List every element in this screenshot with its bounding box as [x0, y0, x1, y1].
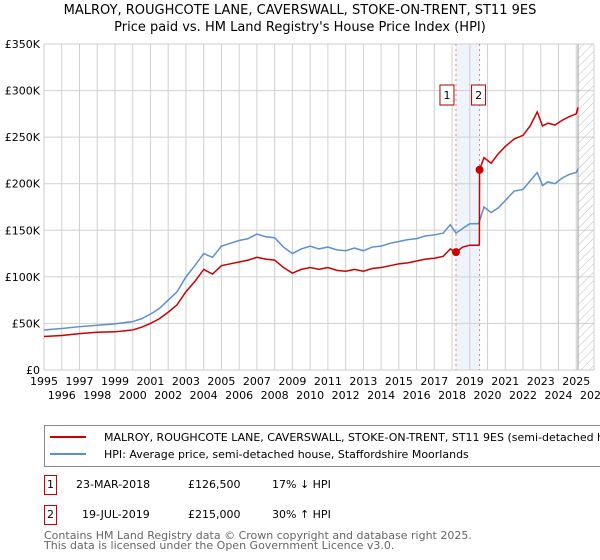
x-tick-label: 2002: [154, 389, 182, 402]
footer: Contains HM Land Registry data © Crown c…: [44, 529, 472, 552]
legend-property: MALROY, ROUGHCOTE LANE, CAVERSWALL, STOK…: [104, 430, 600, 444]
chart-title: MALROY, ROUGHCOTE LANE, CAVERSWALL, STOK…: [63, 3, 537, 18]
sale-label: 1: [443, 89, 450, 102]
x-tick-label: 1999: [101, 375, 129, 388]
legend-red-line: [50, 436, 86, 438]
x-tick-label: 2008: [261, 389, 289, 402]
sale-price: £126,500: [188, 478, 241, 491]
x-tick-label: 2022: [509, 389, 537, 402]
sale-badge: 1: [44, 475, 57, 495]
x-tick-label: 2026: [580, 389, 600, 402]
chart-subtitle: Price paid vs. HM Land Registry's House …: [114, 20, 486, 35]
legend: MALROY, ROUGHCOTE LANE, CAVERSWALL, STOK…: [44, 425, 600, 467]
sale-label-box: [471, 84, 487, 106]
x-tick-label: 2012: [332, 389, 360, 402]
sale-hpi: 17% ↓ HPI: [272, 478, 331, 491]
x-tick-label: 2015: [385, 375, 413, 388]
x-tick-label: 2013: [349, 375, 377, 388]
sale-label: 2: [475, 89, 482, 102]
x-tick-label: 1995: [30, 375, 58, 388]
x-tick-label: 2024: [545, 389, 573, 402]
legend-hpi: HPI: Average price, semi-detached house,…: [104, 447, 469, 461]
x-tick-label: 2014: [367, 389, 395, 402]
sale-badge: 2: [44, 505, 57, 525]
x-tick-label: 2020: [474, 389, 502, 402]
x-tick-label: 2016: [403, 389, 431, 402]
x-tick-label: 2001: [136, 375, 164, 388]
x-tick-label: 2006: [225, 389, 253, 402]
x-tick-label: 2000: [119, 389, 147, 402]
series-line: [43, 107, 579, 338]
forecast-hatch: [578, 44, 594, 370]
x-tick-label: 2018: [438, 389, 466, 402]
sale-date: 19-JUL-2019: [82, 508, 150, 521]
y-tick-label: £150K: [5, 224, 41, 237]
sale-price: £215,000: [188, 508, 241, 521]
sale-period-band: [455, 44, 480, 370]
x-tick-label: 2004: [190, 389, 218, 402]
x-tick-label: 2007: [243, 375, 271, 388]
x-tick-label: 2021: [491, 375, 519, 388]
x-tick-label: 2023: [527, 375, 555, 388]
series-line: [43, 168, 579, 331]
x-tick-label: 2017: [420, 375, 448, 388]
y-tick-label: £250K: [5, 131, 41, 144]
x-tick-label: 2003: [172, 375, 200, 388]
x-tick-label: 2009: [278, 375, 306, 388]
y-tick-label: £0: [26, 364, 40, 377]
y-tick-label: £100K: [5, 271, 41, 284]
footer-copyright: Contains HM Land Registry data © Crown c…: [44, 529, 472, 542]
x-tick-label: 2019: [456, 375, 484, 388]
x-tick-label: 1997: [65, 375, 93, 388]
sale-point: [475, 165, 484, 174]
x-tick-label: 1996: [48, 389, 76, 402]
x-tick-label: 2010: [296, 389, 324, 402]
sale-date: 23-MAR-2018: [76, 478, 151, 491]
x-tick-label: 2011: [314, 375, 342, 388]
y-tick-label: £50K: [12, 317, 41, 330]
plot-area: 1995199619971998199920002001200220032004…: [5, 38, 600, 402]
x-tick-label: 2005: [207, 375, 235, 388]
x-tick-label: 1998: [83, 389, 111, 402]
y-tick-label: £200K: [5, 178, 41, 191]
sale-label-box: [439, 84, 455, 106]
y-tick-label: £350K: [5, 38, 41, 51]
plot-frame: [43, 43, 595, 371]
x-tick-label: 2025: [562, 375, 590, 388]
footer-licence: This data is licensed under the Open Gov…: [44, 539, 395, 552]
legend-blue-line: [50, 453, 86, 455]
y-tick-label: £300K: [5, 85, 41, 98]
sale-point: [451, 248, 460, 257]
sale-hpi: 30% ↑ HPI: [272, 508, 331, 521]
